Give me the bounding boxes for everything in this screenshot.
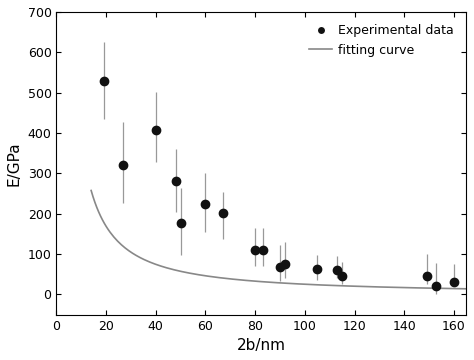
X-axis label: 2b/nm: 2b/nm	[237, 338, 286, 353]
Y-axis label: E/GPa: E/GPa	[7, 141, 22, 186]
Legend: Experimental data, fitting curve: Experimental data, fitting curve	[303, 18, 460, 63]
